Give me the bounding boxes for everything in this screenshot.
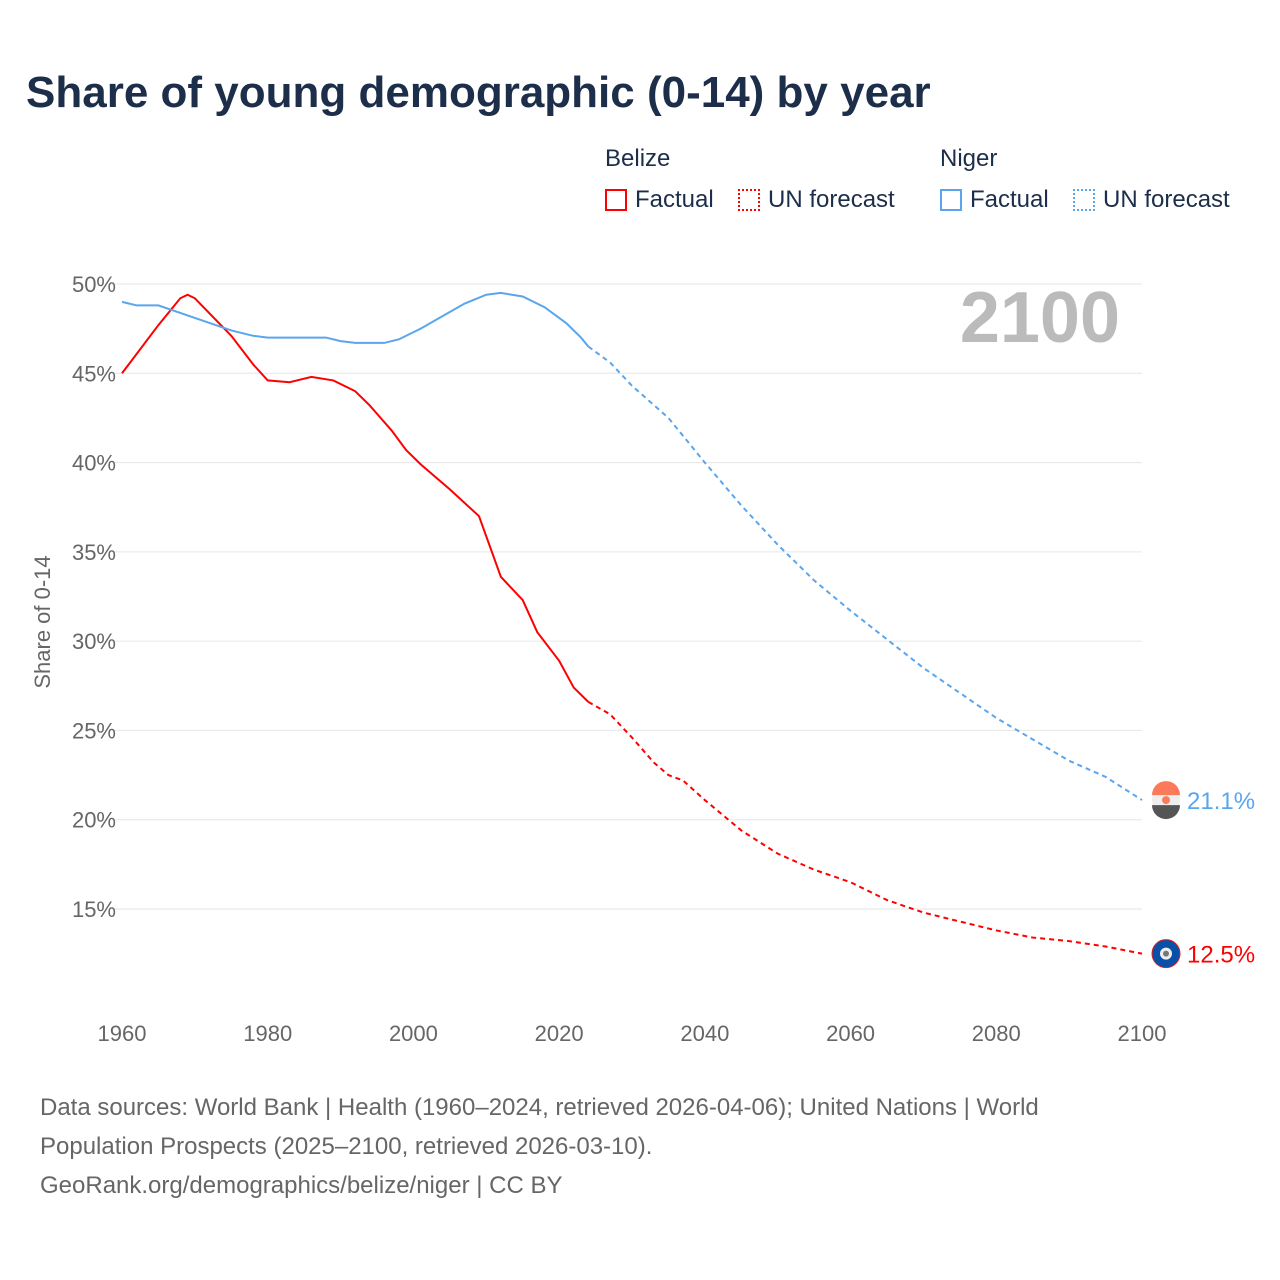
legend-label: UN forecast (1103, 186, 1230, 213)
series-niger-forecast (587, 345, 1143, 801)
year-watermark: 2100 (960, 278, 1120, 358)
legend-niger-forecast[interactable]: UN forecast (1073, 186, 1230, 214)
source-line-2: Population Prospects (2025–2100, retriev… (40, 1133, 653, 1160)
source-line-1: Data sources: World Bank | Health (1960–… (40, 1094, 1039, 1121)
y-axis-label: Share of 0-14 (30, 555, 55, 688)
niger-flag-icon (1152, 781, 1181, 820)
x-tick-label: 2000 (389, 1021, 438, 1046)
y-tick-label: 40% (72, 451, 116, 476)
legend-label: UN forecast (768, 186, 895, 213)
x-tick-label: 2060 (826, 1021, 875, 1046)
end-value-label: 21.1% (1187, 788, 1255, 815)
legend-swatch (940, 189, 962, 211)
legend-niger-factual[interactable]: Factual (940, 186, 1049, 214)
legend-label: Factual (970, 186, 1049, 213)
flag-stripe (1152, 781, 1181, 796)
legend-group-belize: Belize (605, 145, 671, 172)
source-link[interactable]: GeoRank.org/demographics/belize/niger | … (40, 1172, 563, 1199)
flag-emblem-center (1163, 950, 1169, 957)
legend-belize-forecast[interactable]: UN forecast (738, 186, 895, 214)
series-belize-factual (121, 293, 589, 703)
legend-swatch (738, 189, 760, 211)
footer: Data sources: World Bank | Health (1960–… (40, 1088, 1240, 1205)
x-tick-label: 1980 (243, 1021, 292, 1046)
flag-sun (1162, 796, 1170, 805)
flag-stripe (1152, 805, 1181, 820)
legend-belize-factual[interactable]: Factual (605, 186, 714, 214)
y-tick-label: 15% (72, 897, 116, 922)
series-niger-factual (121, 291, 590, 348)
chart-title: Share of young demographic (0-14) by yea… (26, 68, 931, 117)
x-tick-label: 2100 (1118, 1021, 1167, 1046)
y-tick-label: 45% (72, 361, 116, 386)
plot-area: 2100 15% 20% 25% 30% 35% 40% 45% 50% 1960 1980 200… (30, 272, 1255, 1046)
x-tick-label: 1960 (98, 1021, 147, 1046)
belize-flag-icon (1151, 939, 1181, 969)
x-tick-label: 2080 (972, 1021, 1021, 1046)
y-tick-label: 50% (72, 272, 116, 297)
series-belize-forecast (587, 700, 1143, 955)
legend-swatch (605, 189, 627, 211)
legend-group-niger: Niger (940, 145, 998, 172)
x-tick-label: 2020 (535, 1021, 584, 1046)
end-value-label: 12.5% (1187, 942, 1255, 969)
x-tick-label: 2040 (680, 1021, 729, 1046)
legend-label: Factual (635, 186, 714, 213)
y-tick-label: 30% (72, 629, 116, 654)
y-tick-label: 35% (72, 540, 116, 565)
legend-swatch (1073, 189, 1095, 211)
y-tick-label: 25% (72, 718, 116, 743)
y-tick-label: 20% (72, 808, 116, 833)
